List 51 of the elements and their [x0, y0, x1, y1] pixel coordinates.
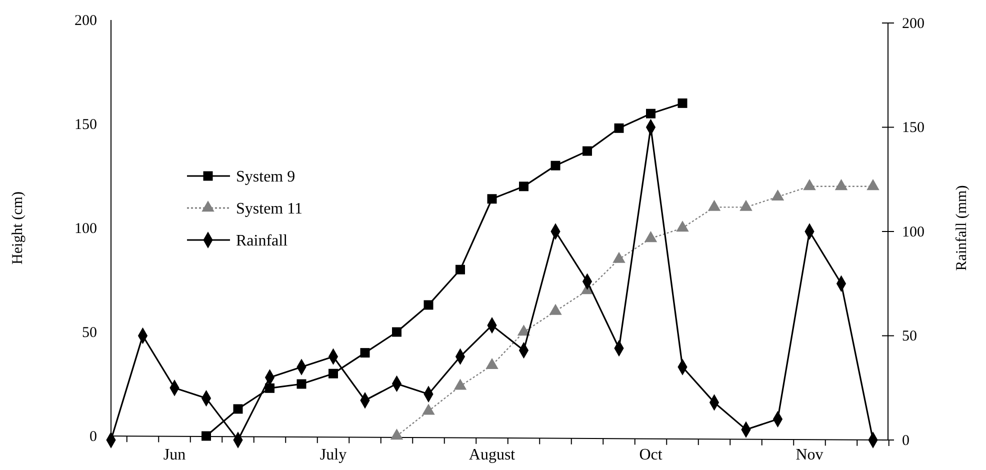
y2-tick-label: 50 — [902, 328, 917, 345]
y-tick-label: 150 — [74, 116, 97, 133]
y-axis-title: Height (cm) — [10, 192, 26, 264]
point — [803, 179, 816, 190]
point — [392, 327, 402, 337]
point — [360, 348, 370, 358]
point — [676, 220, 689, 232]
y-tick-label: 200 — [74, 12, 97, 29]
point — [771, 189, 784, 200]
point — [834, 179, 848, 190]
y2-tick-label: 200 — [902, 16, 924, 32]
point — [646, 108, 656, 118]
point — [422, 404, 435, 415]
point — [582, 146, 592, 156]
point — [517, 324, 530, 336]
point — [740, 200, 752, 211]
x-tick-label: July — [320, 446, 347, 464]
x-tick-label: Nov — [796, 446, 824, 464]
y2-axis-title: Rainfall (mm) — [954, 185, 970, 271]
point — [233, 404, 243, 414]
legend-label: System 11 — [236, 200, 303, 218]
legend-label: Rainfall — [236, 232, 288, 250]
x-tick-label: August — [468, 446, 516, 464]
y2-tick-label: 100 — [902, 224, 924, 240]
point — [614, 123, 624, 133]
point — [486, 358, 498, 369]
y-tick-label: 50 — [82, 324, 97, 341]
y-tick-label: 100 — [74, 220, 97, 237]
point — [456, 264, 465, 274]
point — [644, 231, 658, 242]
point — [296, 379, 306, 389]
point — [487, 194, 497, 204]
point — [708, 200, 721, 211]
point — [519, 182, 528, 192]
point — [424, 300, 434, 310]
y2-tick-label: 0 — [902, 432, 910, 449]
point — [550, 160, 560, 170]
x-tick-label: Jun — [163, 446, 186, 464]
point — [202, 431, 211, 441]
point — [866, 179, 880, 190]
y-tick-label: 0 — [90, 428, 97, 445]
point — [454, 378, 467, 390]
point — [678, 98, 688, 108]
x-tick-label: Oct — [639, 446, 663, 464]
legend-label: System 9 — [236, 168, 296, 186]
point — [390, 428, 404, 440]
y2-tick-label: 150 — [902, 120, 924, 136]
point — [328, 368, 338, 378]
point — [265, 383, 274, 393]
point — [612, 252, 626, 263]
point — [549, 304, 562, 315]
